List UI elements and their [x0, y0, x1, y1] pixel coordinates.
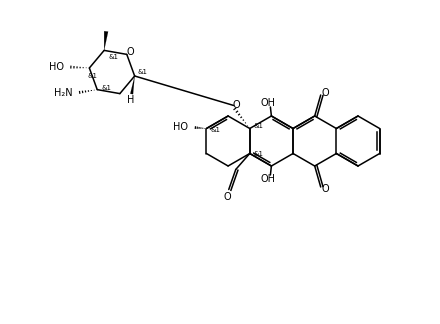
Text: &1: &1 — [138, 69, 148, 75]
Text: HO: HO — [173, 122, 188, 133]
Text: OH: OH — [261, 98, 276, 108]
Text: &1: &1 — [101, 85, 111, 91]
Text: O: O — [233, 100, 241, 110]
Text: O: O — [322, 88, 330, 98]
Polygon shape — [104, 31, 108, 51]
Text: O: O — [127, 47, 135, 57]
Text: &1: &1 — [108, 54, 118, 60]
Text: H: H — [127, 95, 134, 105]
Text: H₂N: H₂N — [54, 87, 73, 98]
Text: &1: &1 — [88, 73, 97, 79]
Text: &1: &1 — [254, 152, 264, 157]
Text: OH: OH — [261, 174, 276, 184]
Text: HO: HO — [49, 62, 64, 72]
Text: &1: &1 — [210, 126, 220, 133]
Polygon shape — [130, 76, 135, 94]
Text: &1: &1 — [254, 123, 264, 130]
Text: O: O — [224, 191, 231, 202]
Text: O: O — [322, 184, 330, 194]
